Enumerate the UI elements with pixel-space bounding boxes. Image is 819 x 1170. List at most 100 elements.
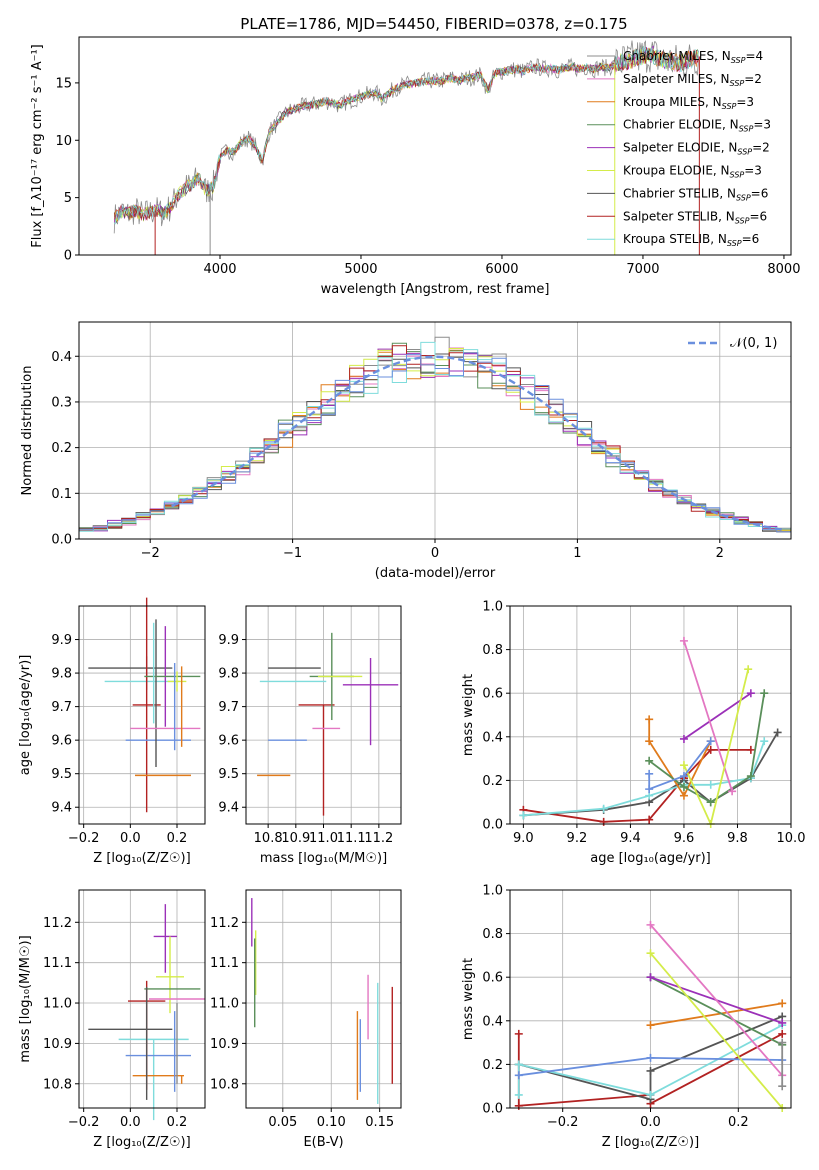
y-tick-label: 10.9 <box>210 1037 239 1052</box>
series-path <box>523 749 751 823</box>
x-axis-label: Z [log₁₀(Z/Z☉)] <box>93 1135 190 1150</box>
panel-spectrum: 4000 5000 6000 7000 8000 0 5 10 15 wavelength [An… <box>30 36 800 297</box>
x-tick-label: 5000 <box>344 262 377 277</box>
legend-subscript: SSP <box>737 148 752 157</box>
y-tick-label: 11.1 <box>43 956 72 971</box>
legend-label: 𝒩(0, 1) <box>730 336 777 351</box>
panel-weight-vs-age: 9.0 9.2 9.4 9.6 9.8 10.0 0.0 0.2 0.4 0.6 0.8 1.0 age… <box>461 600 805 867</box>
x-axis-label: wavelength [Angstrom, rest frame] <box>321 282 550 297</box>
legend-label: Kroupa ELODIE, NSSP=3 <box>623 164 762 180</box>
series-path <box>648 740 712 791</box>
x-tick-label: 9.6 <box>674 831 695 846</box>
y-tick-label: 0.2 <box>482 1058 503 1073</box>
plus-marker <box>514 1029 523 1038</box>
series-line <box>778 1038 787 1091</box>
axes-frame: 10.810.911.011.111.2 9.4 9.5 9.6 9.7 9.8 9.9 ma… <box>218 605 402 866</box>
series-path <box>649 924 783 1076</box>
y-tick-label: 5 <box>64 191 72 206</box>
legend-label: Kroupa STELIB, NSSP=6 <box>623 232 759 248</box>
plus-marker <box>599 817 608 826</box>
y-tick-label: 10 <box>55 134 72 149</box>
plus-marker <box>778 1018 787 1027</box>
y-tick-label: 1.0 <box>482 884 503 899</box>
y-tick-label: 0.4 <box>482 730 503 745</box>
plus-marker <box>778 1082 787 1091</box>
plus-marker <box>679 782 688 791</box>
x-tick-label: 0.0 <box>120 831 141 846</box>
x-tick-label: 1 <box>573 546 581 561</box>
plus-marker <box>760 689 769 698</box>
x-tick-label: 9.4 <box>620 831 641 846</box>
y-tick-label: 9.6 <box>218 734 239 749</box>
errorbar-point <box>156 936 184 1014</box>
panel-residuals: −2 −1 0 1 2 0.0 0.1 0.2 0.3 0.4 (data-model)/error… <box>20 321 792 581</box>
plus-marker <box>746 745 755 754</box>
y-tick-label: 9.9 <box>218 633 239 648</box>
x-axis-label: E(B-V) <box>303 1135 343 1150</box>
legend-subscript: SSP <box>731 56 746 65</box>
legend-subscript: SSP <box>722 102 737 111</box>
panel-weight-vs-z: −0.2 0.0 0.2 0.0 0.2 0.4 0.6 0.8 1.0 Z [log₁₀(Z/Z… <box>461 884 792 1150</box>
plus-marker <box>706 737 715 746</box>
spectrum-line <box>113 45 699 223</box>
x-tick-label: −1 <box>283 546 302 561</box>
panel-age-vs-z: −0.2 0.0 0.2 9.4 9.5 9.6 9.7 9.8 9.9 Z [log₁₀(Z/Z… <box>18 597 206 866</box>
axes-frame: 9.0 9.2 9.4 9.6 9.8 10.0 0.0 0.2 0.4 0.6 0.8 1.0 age… <box>461 600 805 867</box>
axes-frame: −0.2 0.0 0.2 0.0 0.2 0.4 0.6 0.8 1.0 Z [log₁₀(Z/Z… <box>461 884 792 1150</box>
y-axis-label: mass weight <box>461 958 476 1040</box>
legend-subscript: SSP <box>736 193 751 202</box>
y-tick-label: 11.0 <box>210 997 239 1012</box>
x-axis-label: Z [log₁₀(Z/Z☉)] <box>93 851 190 866</box>
y-tick-label: 9.8 <box>218 667 239 682</box>
x-tick-label: 8000 <box>767 262 800 277</box>
series-line <box>519 745 755 826</box>
legend-value: =6 <box>749 209 767 223</box>
legend-subscript: SSP <box>730 171 745 180</box>
y-axis-label: mass [log₁₀(M/M☉)] <box>18 935 33 1062</box>
plus-marker <box>599 804 608 813</box>
legend-label: Salpeter ELODIE, NSSP=2 <box>623 141 770 157</box>
y-axis-label: age [log₁₀(age/yr)] <box>18 655 33 776</box>
y-tick-label: 0.0 <box>482 1102 503 1117</box>
legend-value: =3 <box>736 95 754 109</box>
x-tick-label: 0.10 <box>317 1115 346 1130</box>
y-tick-label: 9.4 <box>51 801 72 816</box>
legend-label: Salpeter STELIB, NSSP=6 <box>623 209 767 225</box>
x-tick-label: 9.2 <box>567 831 588 846</box>
legend-subscript: SSP <box>735 216 750 225</box>
plus-marker <box>646 1021 655 1030</box>
plus-marker <box>728 787 737 796</box>
legend-value: =6 <box>751 186 769 200</box>
axes-frame: −0.2 0.0 0.2 9.4 9.5 9.6 9.7 9.8 9.9 Z [log₁₀(Z/Z… <box>18 605 206 866</box>
x-tick-label: 0.2 <box>728 1115 749 1130</box>
panel-age-vs-mass: 10.810.911.011.111.2 9.4 9.5 9.6 9.7 9.8 9.9 ma… <box>218 605 402 866</box>
plot-area <box>257 632 399 816</box>
series-path <box>649 952 783 1109</box>
spectrum-line <box>113 40 699 234</box>
plus-marker <box>519 811 528 820</box>
axes-frame: −0.2 0.0 0.2 10.8 10.9 11.0 11.1 11.2 Z [log₁₀(Z… <box>18 889 206 1150</box>
normal-curve <box>171 355 785 532</box>
x-tick-label: 0.2 <box>167 831 188 846</box>
y-tick-label: 11.0 <box>43 997 72 1012</box>
series-line <box>679 689 755 743</box>
y-tick-label: 9.7 <box>218 700 239 715</box>
y-tick-label: 0.4 <box>482 1014 503 1029</box>
errorbar-point <box>153 904 177 973</box>
x-axis-label: (data-model)/error <box>375 566 496 581</box>
y-axis-label: Normed distribution <box>20 366 35 496</box>
legend-value: =6 <box>742 232 760 246</box>
plus-marker <box>645 737 654 746</box>
series-line <box>646 920 787 1080</box>
y-tick-label: 0.1 <box>51 487 72 502</box>
y-tick-label: 11.2 <box>210 916 239 931</box>
x-axis-label: mass [log₁₀(M/M☉)] <box>260 851 387 866</box>
plot-area <box>79 336 791 533</box>
series-path <box>650 1002 783 1027</box>
plus-marker <box>679 761 688 770</box>
axes-border <box>78 889 206 1109</box>
errorbar-point <box>342 657 399 746</box>
panel-mass-vs-ebv: 0.05 0.10 0.15 10.8 10.9 11.0 11.1 11.2 E(B-V) <box>210 889 402 1150</box>
y-tick-label: 0.3 <box>51 395 72 410</box>
